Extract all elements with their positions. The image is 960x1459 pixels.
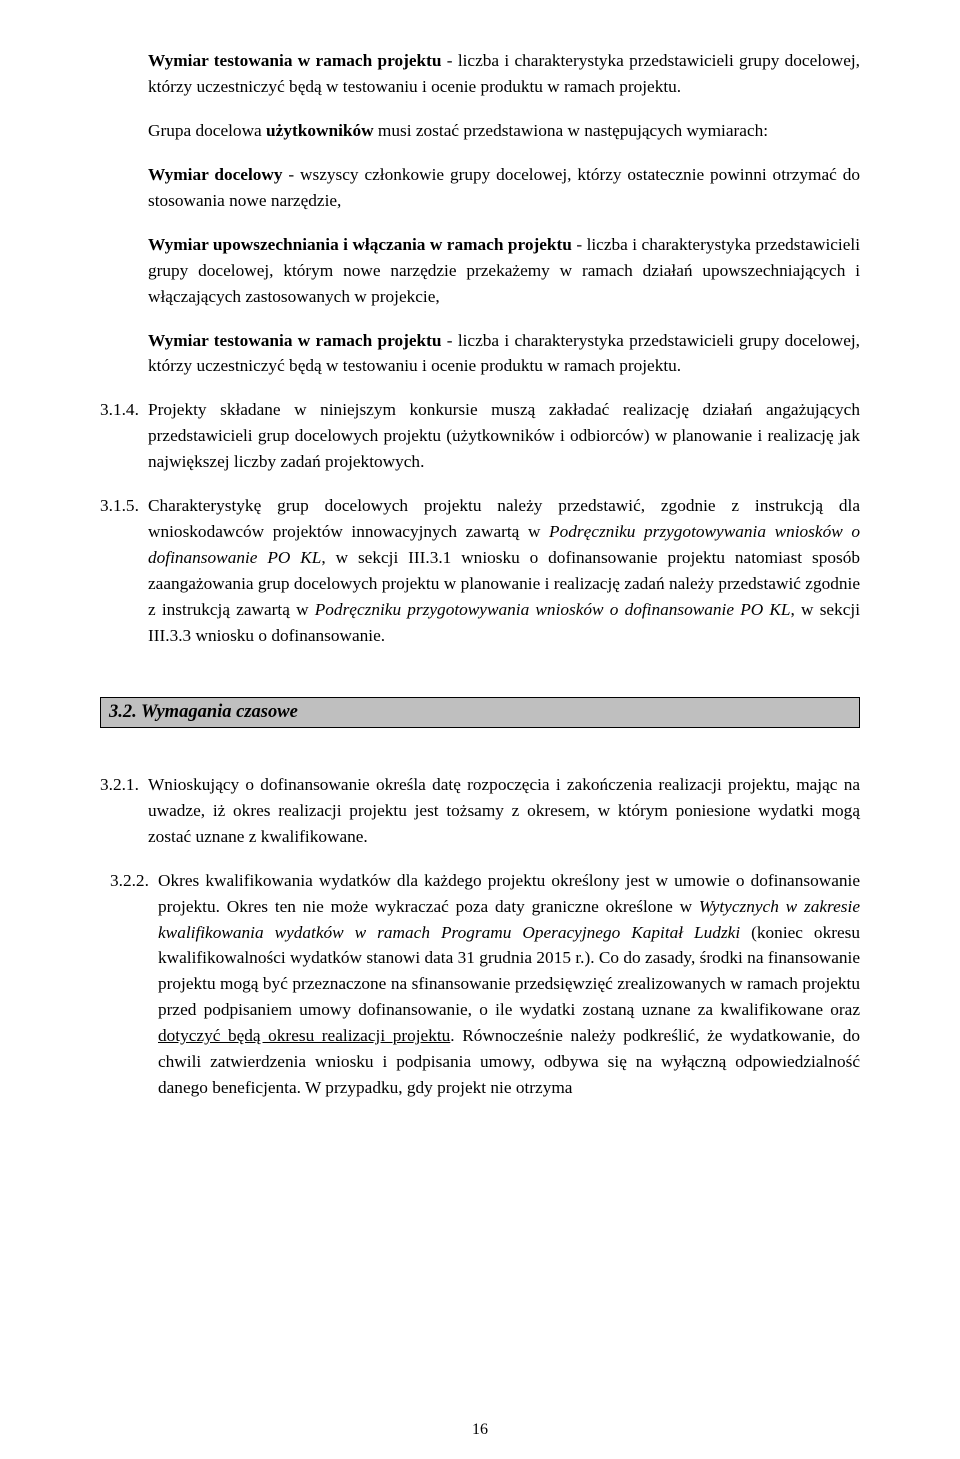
italic-span: Podręczniku przygotowywania wniosków o d… bbox=[315, 600, 791, 619]
item-3-2-1: 3.2.1. Wnioskujący o dofinansowanie okre… bbox=[100, 772, 860, 850]
page-number: 16 bbox=[0, 1421, 960, 1439]
underline-span: dotyczyć będą okresu realizacji projektu bbox=[158, 1026, 450, 1045]
paragraph-users-intro: Grupa docelowa użytkowników musi zostać … bbox=[148, 118, 860, 144]
item-body: Okres kwalifikowania wydatków dla każdeg… bbox=[158, 868, 860, 1101]
document-page: Wymiar testowania w ramach projektu - li… bbox=[0, 0, 960, 1459]
item-number: 3.1.5. bbox=[100, 493, 148, 649]
paragraph-testing-2: Wymiar testowania w ramach projektu - li… bbox=[148, 328, 860, 380]
bold-lead: Wymiar docelowy bbox=[148, 165, 283, 184]
item-body: Projekty składane w niniejszym konkursie… bbox=[148, 397, 860, 475]
item-3-2-2: 3.2.2. Okres kwalifikowania wydatków dla… bbox=[110, 868, 860, 1101]
bold-lead: Wymiar testowania w ramach projektu bbox=[148, 331, 441, 350]
paragraph-wymiar-upowszechniania: Wymiar upowszechniania i włączania w ram… bbox=[148, 232, 860, 310]
item-3-1-5: 3.1.5. Charakterystykę grup docelowych p… bbox=[100, 493, 860, 649]
item-number: 3.1.4. bbox=[100, 397, 148, 475]
item-body: Wnioskujący o dofinansowanie określa dat… bbox=[148, 772, 860, 850]
item-body: Charakterystykę grup docelowych projektu… bbox=[148, 493, 860, 649]
item-3-1-4: 3.1.4. Projekty składane w niniejszym ko… bbox=[100, 397, 860, 475]
text-span: musi zostać przedstawiona w następującyc… bbox=[374, 121, 768, 140]
bold-lead: Wymiar upowszechniania i włączania w ram… bbox=[148, 235, 572, 254]
section-heading-3-2: 3.2. Wymagania czasowe bbox=[100, 697, 860, 728]
bold-span: użytkowników bbox=[266, 121, 374, 140]
item-number: 3.2.2. bbox=[110, 868, 158, 1101]
paragraph-wymiar-docelowy: Wymiar docelowy - wszyscy członkowie gru… bbox=[148, 162, 860, 214]
item-number: 3.2.1. bbox=[100, 772, 148, 850]
text-span: Grupa docelowa bbox=[148, 121, 266, 140]
paragraph-testing-1: Wymiar testowania w ramach projektu - li… bbox=[148, 48, 860, 100]
bold-lead: Wymiar testowania w ramach projektu bbox=[148, 51, 441, 70]
